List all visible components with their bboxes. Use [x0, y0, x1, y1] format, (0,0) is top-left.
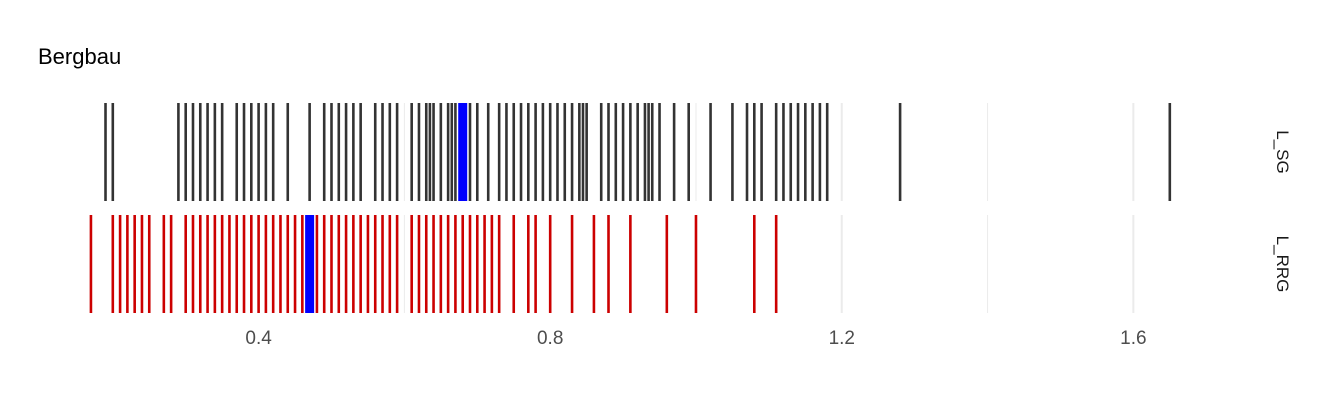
highlight-mark-L_SG [458, 103, 468, 201]
rug-marks [89, 103, 1172, 313]
x-tick-label: 0.8 [537, 328, 563, 349]
x-tick-label: 1.2 [829, 328, 855, 349]
chart-title: Bergbau [38, 44, 121, 69]
x-axis: 0.4 0.8 1.2 1.6 [245, 328, 1146, 349]
strip-labels: L_SG L_RRG [1273, 130, 1292, 292]
strip-label-L_SG: L_SG [1273, 130, 1292, 173]
strip-label-L_RRG: L_RRG [1273, 236, 1292, 293]
x-tick-label: 1.6 [1120, 328, 1146, 349]
highlight-mark-L_RRG [305, 215, 315, 313]
x-tick-label: 0.4 [245, 328, 272, 349]
